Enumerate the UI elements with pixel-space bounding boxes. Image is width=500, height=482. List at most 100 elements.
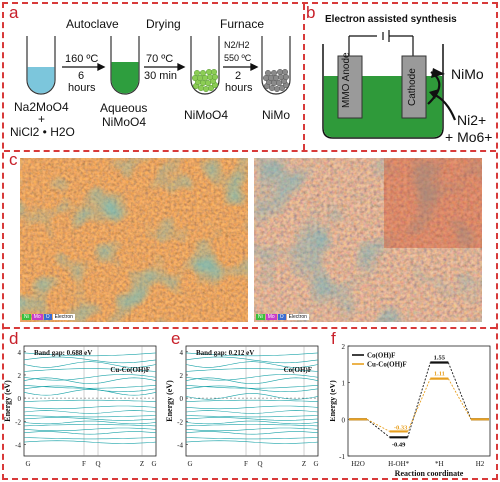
- energy-connector: [447, 362, 472, 420]
- legend-mo-swatch: Mo: [31, 314, 43, 320]
- band-line: [185, 361, 319, 368]
- legend-electron-swatch: Electron: [52, 314, 75, 320]
- ytick-label: 0: [180, 395, 184, 403]
- band-line: [185, 440, 319, 444]
- legend-ni-swatch: Ni: [256, 314, 265, 320]
- xtick-label: H-OH*: [388, 460, 409, 468]
- legend-ni-swatch: Ni: [22, 314, 31, 320]
- ytick-label: -2: [177, 418, 183, 426]
- product-nimo-label: NiMo: [262, 108, 291, 122]
- furnace-label: Furnace: [220, 17, 265, 31]
- band-line: [23, 377, 157, 384]
- material-label: Cu-Co(OH)F: [110, 366, 150, 374]
- y-axis-title: Energy (eV): [330, 380, 337, 422]
- synthesis-flow-diagram: [26, 36, 291, 95]
- legend-electron-swatch: Electron: [286, 314, 309, 320]
- band-line: [185, 385, 319, 393]
- material-label: Co(OH)F: [284, 366, 312, 374]
- band-gap-label: Band gap: 0.212 eV: [196, 349, 254, 357]
- aqueous-label: Aqueous: [100, 101, 148, 115]
- band-line: [185, 385, 319, 389]
- band-line: [23, 356, 157, 364]
- plot-frame: [347, 345, 491, 457]
- xtick-label: Z: [302, 460, 306, 468]
- band-line: [185, 405, 319, 410]
- band-line: [23, 410, 157, 414]
- band-line: [23, 399, 157, 402]
- band-line: [23, 420, 157, 425]
- panel-label-c: c: [9, 150, 18, 169]
- y-axis-title: Energy (eV): [166, 380, 174, 422]
- ytick-label: 2: [342, 343, 346, 351]
- separator-bottom: [4, 327, 496, 329]
- step3-gas: N2/H2: [224, 40, 250, 50]
- ytick-label: 2: [180, 372, 184, 380]
- energy-connector: [447, 378, 472, 420]
- band-line: [185, 415, 319, 418]
- xtick-label: H2: [476, 460, 485, 468]
- band-line: [185, 368, 319, 372]
- legend-label: Co(OH)F: [367, 352, 395, 360]
- band-line: [185, 417, 319, 421]
- free-energy-diagram: 2 1 0 -1 Energy (eV) H2O H-OH* *H H2 Reaction coo…: [330, 343, 491, 478]
- xtick-label: H2O: [351, 460, 365, 468]
- band-line: [23, 374, 157, 381]
- band-line: [23, 417, 157, 421]
- energy-connector: [366, 418, 390, 438]
- ytick-label: -4: [15, 441, 21, 449]
- band-line: [185, 374, 319, 381]
- xtick-label: F: [244, 460, 248, 468]
- y-axis-title: Energy (eV): [4, 380, 12, 422]
- band-line: [23, 424, 157, 427]
- step1-unit: hours: [68, 82, 96, 94]
- aqueous-nimoo4-label: NiMoO4: [102, 115, 147, 129]
- ytick-label: 4: [180, 349, 184, 357]
- xtick-label: G: [25, 460, 30, 468]
- band-line: [185, 393, 319, 400]
- xtick-label: Q: [95, 460, 100, 468]
- precursor-nicl2: NiCl2 • H2O: [10, 125, 75, 139]
- band-line: [185, 431, 319, 435]
- electrochemical-cell-diagram: [322, 30, 457, 139]
- ions-mo: + Mo6+: [445, 129, 493, 145]
- band-line: [185, 410, 319, 414]
- band-line: [23, 427, 157, 432]
- panel-label-e: e: [171, 329, 181, 348]
- band-line: [23, 440, 157, 444]
- precursor-na2moo4: Na2MoO4: [14, 100, 69, 114]
- data-label: -0.33: [394, 424, 408, 431]
- precursor-plus: +: [38, 112, 46, 126]
- panel-label-a: a: [9, 3, 19, 22]
- map-left-legend: Ni Mo O Electron: [22, 314, 75, 320]
- eds-map-left: Ni Mo O Electron: [20, 158, 248, 322]
- legend-label: Cu-Co(OH)F: [367, 361, 407, 369]
- band-line: [185, 352, 319, 357]
- step2-time: 30 min: [144, 70, 178, 82]
- legend-o-swatch: O: [43, 314, 52, 320]
- panel-label-d: d: [9, 329, 19, 348]
- x-axis-title: Reaction coordinate: [395, 469, 464, 478]
- panel-label-f: f: [331, 329, 336, 348]
- ytick-label: -2: [15, 418, 21, 426]
- legend-o-swatch: O: [277, 314, 286, 320]
- step1-time: 6: [78, 70, 85, 82]
- step3-temp: 550 ºC: [224, 53, 252, 63]
- autoclave-label: Autoclave: [66, 17, 119, 31]
- xtick-label: F: [82, 460, 86, 468]
- band-line: [185, 427, 319, 432]
- xtick-label: G: [187, 460, 192, 468]
- band-line: [185, 356, 319, 364]
- band-line: [185, 437, 319, 440]
- band-line: [23, 352, 157, 357]
- step2-temp: 70 ºC: [146, 53, 174, 65]
- legend-mo-swatch: Mo: [265, 314, 277, 320]
- electron-synthesis-title: Electron assisted synthesis: [325, 14, 457, 25]
- band-gap-label: Band gap: 0.688 eV: [34, 349, 92, 357]
- data-label: 1.55: [434, 355, 446, 362]
- band-line: [185, 420, 319, 425]
- band-line: [23, 437, 157, 440]
- cathode-label: Cathode: [407, 68, 418, 106]
- ions-ni: Ni2+: [457, 112, 487, 128]
